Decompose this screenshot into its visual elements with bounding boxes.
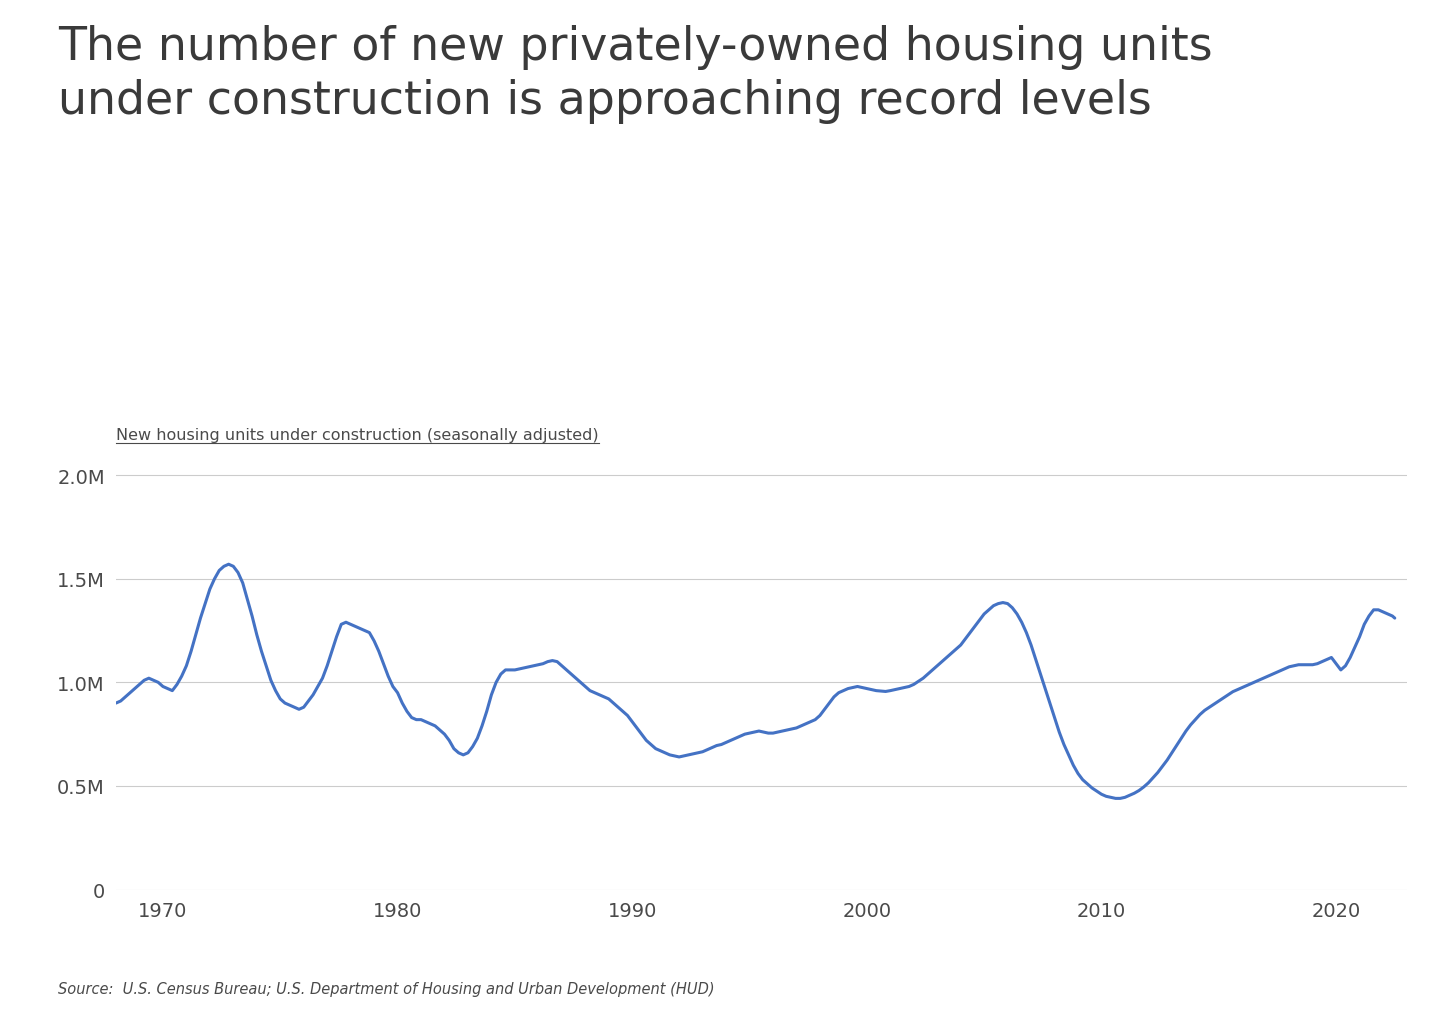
Text: New housing units under construction (seasonally adjusted): New housing units under construction (se… xyxy=(116,428,599,443)
Text: The number of new privately-owned housing units
under construction is approachin: The number of new privately-owned housin… xyxy=(58,25,1212,124)
Text: Source:  U.S. Census Bureau; U.S. Department of Housing and Urban Development (H: Source: U.S. Census Bureau; U.S. Departm… xyxy=(58,981,715,996)
